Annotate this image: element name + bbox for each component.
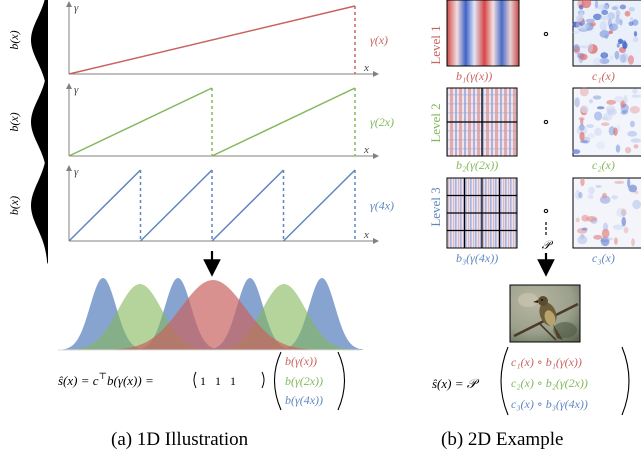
col-entry-1: b(γ(x)) <box>285 354 317 368</box>
formula-1d: ŝ(x) = c⊤b(γ(x)) = 1 1 1 b(γ(x)) b(γ(2x)… <box>58 351 346 411</box>
projection-symbol: 𝒫 <box>542 238 554 252</box>
level-label-2: Level 2 <box>428 103 443 142</box>
basis-image-level-1 <box>446 0 520 67</box>
svg-text:x: x <box>363 62 369 74</box>
sawtooth-segment <box>68 5 356 75</box>
svg-text:x: x <box>363 229 369 241</box>
col-entry-3: b(γ(4x)) <box>285 393 323 407</box>
c-label-1: c₁(x) <box>592 69 615 83</box>
reconstructed-image <box>509 284 581 343</box>
basis-mixture <box>58 278 364 351</box>
sum-entry-1: c₁(x) ∘ b₁(γ(x)) <box>511 355 582 369</box>
plot-row-3: b(x) γ x γ(4x) <box>7 146 394 265</box>
curve-label: γ(2x) <box>370 115 394 129</box>
svg-text:x: x <box>363 144 369 156</box>
basis-bump <box>110 280 316 350</box>
basis-image-level-3 <box>446 177 518 249</box>
compose-icon: ∘ <box>542 26 550 43</box>
svg-text:ŝ(x) = c⊤b(γ(x)) =: ŝ(x) = c⊤b(γ(x)) = <box>58 371 154 388</box>
svg-text:ŝ(x) = 𝒫: ŝ(x) = 𝒫 <box>432 376 480 391</box>
col-entry-2: b(γ(2x)) <box>285 374 323 388</box>
level-label-1: Level 1 <box>428 25 443 64</box>
sawtooth-segment <box>68 169 142 242</box>
b-label-3: b₃(γ(4x)) <box>456 251 498 265</box>
sawtooth-segment <box>211 169 285 242</box>
coefficient-image-level-2 <box>572 87 641 157</box>
sawtooth-segment <box>211 87 356 157</box>
c-label-3: c₃(x) <box>592 251 615 265</box>
plot-row-2: b(x) γ x γ(2x) <box>7 65 394 179</box>
formula-2d: ŝ(x) = 𝒫 c₁(x) ∘ b₁(γ(x)) c₂(x) ∘ b₂(γ(2… <box>432 346 630 416</box>
caption-b: (b) 2D Example <box>441 429 564 450</box>
plot-row-1: b(x) γ x γ(x) <box>7 0 388 97</box>
level-label-3: Level 3 <box>428 187 443 226</box>
curve-label: γ(x) <box>370 33 388 47</box>
coefficient-image-level-1 <box>572 0 641 67</box>
b-label-1: b₁(γ(x)) <box>456 69 492 83</box>
coefficient-image-level-3 <box>572 177 641 249</box>
c-label-2: c₂(x) <box>592 158 615 172</box>
caption-a: (a) 1D Illustration <box>111 429 249 450</box>
compose-icon: ∘ <box>542 203 550 220</box>
svg-text:γ: γ <box>74 2 79 14</box>
svg-text:γ: γ <box>74 84 79 96</box>
sawtooth-segment <box>139 169 213 242</box>
compose-icon: ∘ <box>542 114 550 131</box>
panel-1d-illustration: b(x) γ x γ(x) b(x) γ x γ(2x) b(x) γ x γ(4x) <box>7 0 394 265</box>
sum-entry-2: c₂(x) ∘ b₂(γ(2x)) <box>511 376 588 390</box>
density-label: b(x) <box>7 112 21 131</box>
basis-image-level-2 <box>446 87 518 157</box>
b-label-2: b₂(γ(2x)) <box>456 158 498 172</box>
panel-2d-example: Level 1 Level 2 Level 3 b₁(γ(x)) b₂(γ(2x… <box>428 0 641 416</box>
curve-label: γ(4x) <box>370 199 394 213</box>
svg-text:γ: γ <box>74 166 79 178</box>
svg-text:1 1 1: 1 1 1 <box>200 374 236 388</box>
sawtooth-segment <box>68 87 213 157</box>
density-label: b(x) <box>7 196 21 215</box>
sum-entry-3: c₃(x) ∘ b₃(γ(4x)) <box>511 397 588 411</box>
sawtooth-segment <box>282 169 356 242</box>
density-label: b(x) <box>7 30 21 49</box>
